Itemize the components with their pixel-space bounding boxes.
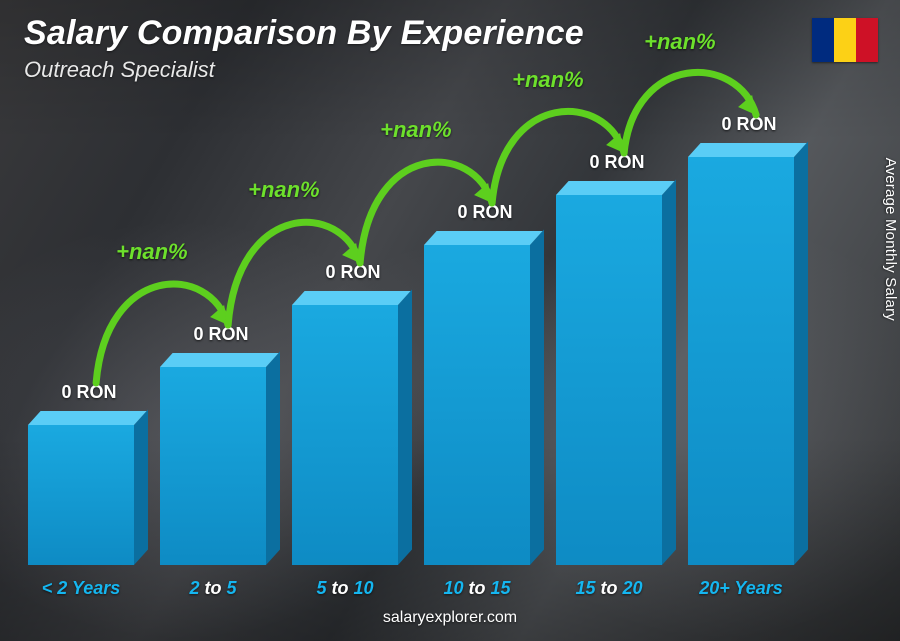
bar-front [292, 305, 398, 565]
flag-stripe-3 [856, 18, 878, 62]
bar-top [688, 143, 807, 157]
bar-column [292, 305, 410, 565]
bar-column [424, 245, 542, 565]
bar-value-label: 0 RON [278, 262, 428, 283]
country-flag [812, 18, 878, 62]
pct-change-label: +nan% [644, 29, 716, 55]
bar-side [266, 351, 280, 565]
x-axis-label: 20+ Years [666, 578, 816, 599]
bar-value-label: 0 RON [542, 152, 692, 173]
bar-top [424, 231, 543, 245]
bar-column [28, 425, 146, 565]
x-axis-label: 15 to 20 [534, 578, 684, 599]
bar-front [160, 367, 266, 565]
bar-side [794, 141, 808, 565]
page-title: Salary Comparison By Experience [24, 14, 584, 53]
bar-top [556, 181, 675, 195]
title-block: Salary Comparison By Experience Outreach… [24, 14, 584, 83]
x-axis-label: 5 to 10 [270, 578, 420, 599]
bar-value-label: 0 RON [674, 114, 824, 135]
x-axis-label: < 2 Years [6, 578, 156, 599]
bar-side [530, 229, 544, 565]
y-axis-title: Average Monthly Salary [882, 157, 899, 320]
pct-change-label: +nan% [380, 117, 452, 143]
bar-front [688, 157, 794, 565]
bar-value-label: 0 RON [14, 382, 164, 403]
chart-area: 0 RON< 2 Years0 RON2 to 50 RON5 to 100 R… [28, 110, 838, 565]
flag-stripe-2 [834, 18, 856, 62]
x-axis-label: 10 to 15 [402, 578, 552, 599]
bar-front [28, 425, 134, 565]
bar-side [398, 289, 412, 565]
bar-side [662, 179, 676, 565]
bar-value-label: 0 RON [410, 202, 560, 223]
pct-change-label: +nan% [248, 177, 320, 203]
footer-attribution: salaryexplorer.com [0, 609, 900, 627]
bar-column [688, 157, 806, 565]
bar-top [292, 291, 411, 305]
flag-stripe-1 [812, 18, 834, 62]
bar-column [160, 367, 278, 565]
pct-change-label: +nan% [116, 239, 188, 265]
bar-top [28, 411, 147, 425]
x-axis-label: 2 to 5 [138, 578, 288, 599]
infographic-stage: Salary Comparison By Experience Outreach… [0, 0, 900, 641]
page-subtitle: Outreach Specialist [24, 57, 584, 83]
bar-front [556, 195, 662, 565]
pct-change-label: +nan% [512, 67, 584, 93]
bar-side [134, 409, 148, 565]
bar-top [160, 353, 279, 367]
bar-value-label: 0 RON [146, 324, 296, 345]
bar-column [556, 195, 674, 565]
bar-front [424, 245, 530, 565]
